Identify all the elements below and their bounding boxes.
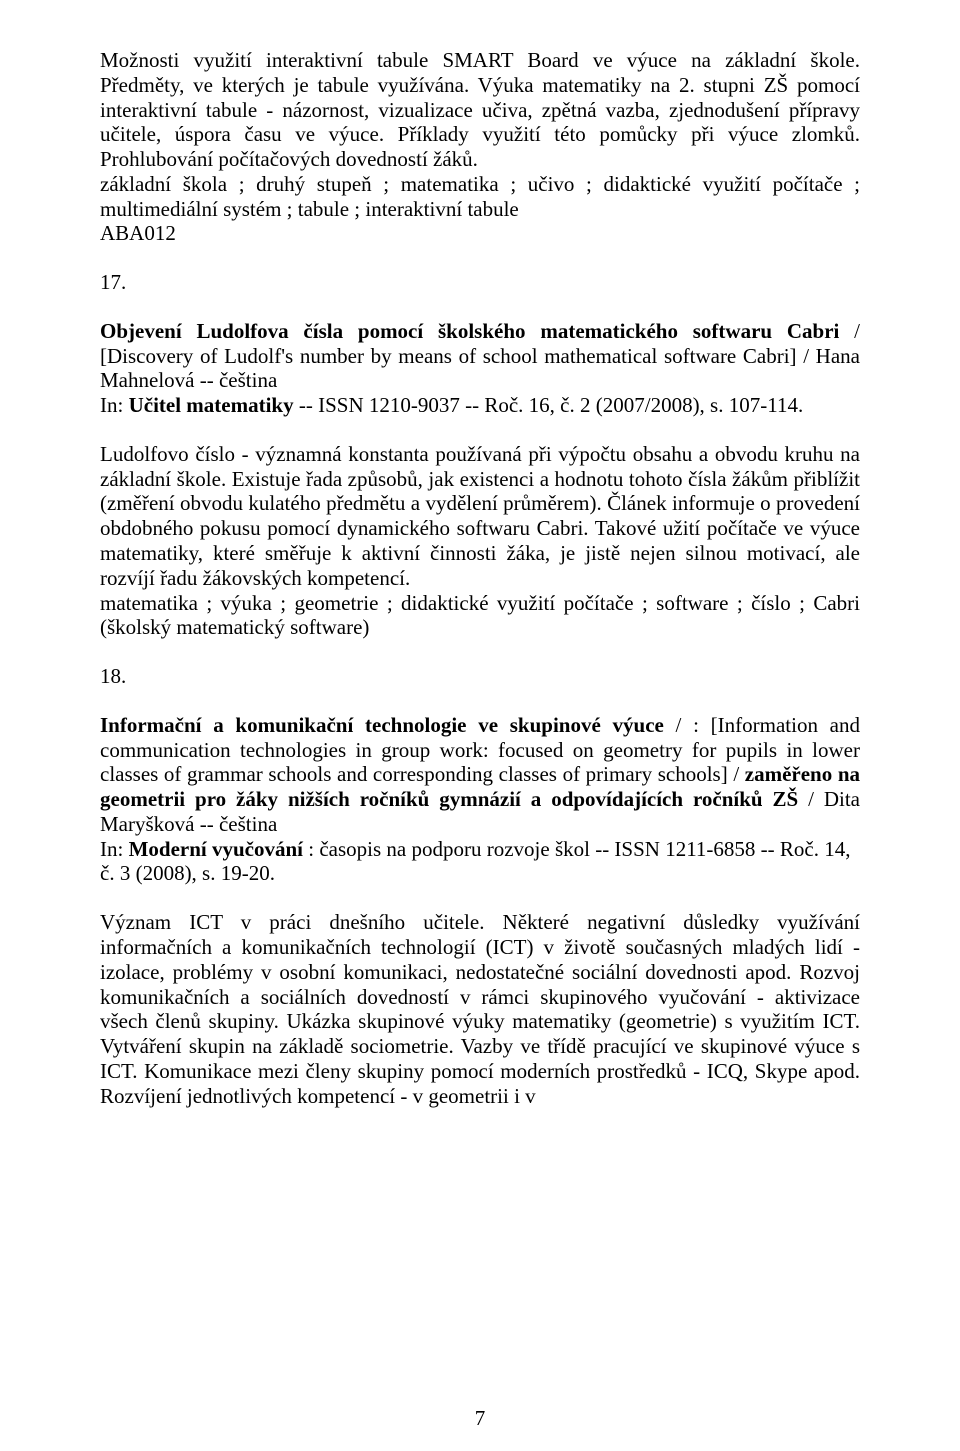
- entry-17-title-bold: Objevení Ludolfova čísla pomocí školskéh…: [100, 319, 839, 343]
- entry-18-header: Informační a komunikační technologie ve …: [100, 713, 860, 886]
- entry-17-body: Ludolfovo číslo - významná konstanta pou…: [100, 442, 860, 640]
- entry-18-in-bold: Moderní vyučování: [129, 837, 303, 861]
- entry-17-source: In: Učitel matematiky -- ISSN 1210-9037 …: [100, 393, 860, 418]
- entry-18-in-prefix: In:: [100, 837, 129, 861]
- entry-16-keywords: základní škola ; druhý stupeň ; matemati…: [100, 172, 860, 222]
- entry-17-header: Objevení Ludolfova čísla pomocí školskéh…: [100, 319, 860, 418]
- entry-17-abstract: Ludolfovo číslo - významná konstanta pou…: [100, 442, 860, 591]
- entry-17-in-rest: -- ISSN 1210-9037 -- Roč. 16, č. 2 (2007…: [294, 393, 804, 417]
- entry-17-title: Objevení Ludolfova čísla pomocí školskéh…: [100, 319, 860, 393]
- entry-18-number: 18.: [100, 664, 860, 689]
- entry-18-source: In: Moderní vyučování : časopis na podpo…: [100, 837, 860, 887]
- entry-17-in-prefix: In:: [100, 393, 129, 417]
- entry-17-number: 17.: [100, 270, 860, 295]
- entry-17-in-bold: Učitel matematiky: [129, 393, 294, 417]
- entry-16-code: ABA012: [100, 221, 860, 246]
- entry-18-abstract: Význam ICT v práci dnešního učitele. Něk…: [100, 910, 860, 1108]
- document-page: Možnosti využití interaktivní tabule SMA…: [0, 0, 960, 1451]
- page-number: 7: [0, 1406, 960, 1431]
- entry-18-title: Informační a komunikační technologie ve …: [100, 713, 860, 837]
- entry-18-title-bold-1: Informační a komunikační technologie ve …: [100, 713, 664, 737]
- entry-18-body: Význam ICT v práci dnešního učitele. Něk…: [100, 910, 860, 1108]
- entry-16-block: Možnosti využití interaktivní tabule SMA…: [100, 48, 860, 246]
- entry-16-abstract: Možnosti využití interaktivní tabule SMA…: [100, 48, 860, 172]
- entry-17-keywords: matematika ; výuka ; geometrie ; didakti…: [100, 591, 860, 641]
